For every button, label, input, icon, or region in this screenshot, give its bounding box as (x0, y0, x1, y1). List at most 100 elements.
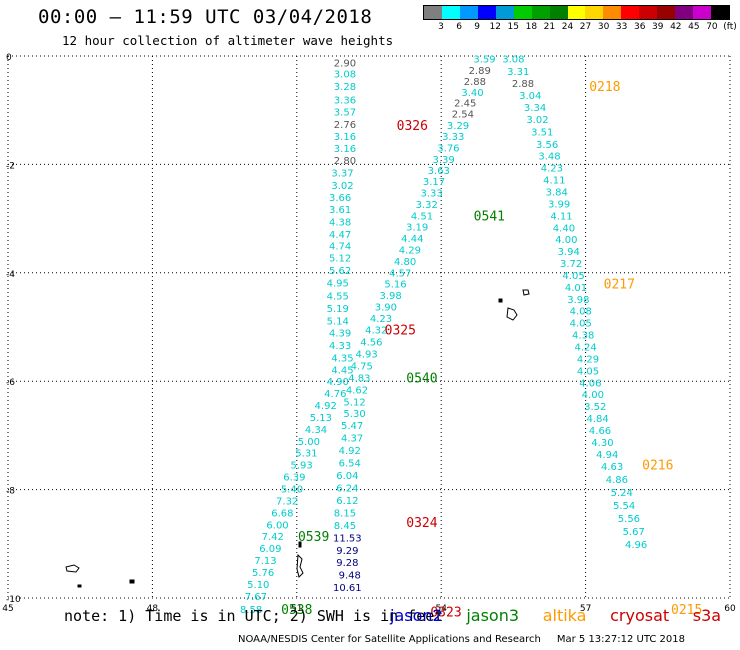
wave-height-value: 4.86 (606, 475, 628, 486)
wave-height-value: 4.40 (553, 223, 575, 234)
wave-height-value: 4.96 (625, 540, 647, 551)
wave-height-value: 4.29 (577, 354, 599, 365)
wave-height-value: 6.00 (266, 520, 288, 531)
wave-height-value: 4.01 (565, 283, 587, 294)
wave-height-value: 2.88 (464, 77, 486, 88)
wave-height-value: 4.33 (329, 341, 351, 352)
colorbar-tick-label: 70 (706, 22, 718, 32)
wave-height-value: 4.34 (305, 425, 327, 436)
wave-height-value: 5.19 (327, 304, 349, 315)
wave-height-value: 4.32 (365, 326, 387, 337)
wave-height-value: 7.13 (254, 556, 276, 567)
colorbar-tick-label: 45 (688, 22, 700, 32)
wave-height-value: 5.67 (623, 527, 645, 538)
colorbar-swatch (711, 6, 729, 19)
wave-height-value: 3.90 (375, 302, 397, 313)
wave-height-value: 5.30 (343, 409, 365, 420)
wave-height-value: 5.31 (295, 449, 317, 460)
wave-height-value: 3.29 (447, 121, 469, 132)
wave-height-value: 3.76 (437, 144, 459, 155)
wave-height-value: 4.05 (570, 319, 592, 330)
pass-time-label: 0541 (474, 209, 505, 224)
wave-height-value: 3.33 (442, 132, 464, 143)
wave-height-value: 6.39 (283, 473, 305, 484)
wave-height-value: 4.35 (331, 353, 353, 364)
land-outlines (65, 289, 530, 588)
wave-height-value: 6.09 (259, 544, 281, 555)
colorbar-swatch (513, 6, 532, 19)
wave-height-value: 3.16 (334, 144, 356, 155)
wave-height-value: 3.32 (416, 200, 438, 211)
wave-height-value: 5.12 (343, 397, 365, 408)
wave-height-value: 5.54 (613, 501, 635, 512)
wave-height-value: 4.05 (577, 366, 599, 377)
wave-height-value: 3.48 (538, 152, 560, 163)
wave-height-value: 2.90 (334, 59, 356, 70)
timestamp: Mar 5 13:27:12 UTC 2018 (556, 634, 685, 645)
wave-height-value: 11.53 (333, 533, 362, 544)
wave-height-value: 4.62 (346, 385, 368, 396)
x-tick-label: 45 (2, 604, 13, 614)
wave-height-value: 4.63 (601, 462, 623, 473)
wave-height-value: 2.54 (452, 109, 474, 120)
wave-height-value: 2.88 (512, 79, 534, 90)
satellite-legend: jason2 jason3 altika cryosat s3a (390, 606, 735, 625)
wave-height-value: 3.28 (334, 82, 356, 93)
colorbar-swatch (693, 6, 711, 19)
wave-height-value: 3.36 (334, 95, 356, 106)
colorbar-swatch (549, 6, 568, 19)
wave-height-value: 4.95 (327, 279, 349, 290)
wave-height-value: 3.52 (584, 402, 606, 413)
colorbar-tick-label: 6 (456, 22, 462, 32)
map-axes: 45 48 51 54 57 60 0 -2 -4 -6 -8 -10 (2, 53, 736, 614)
colorbar-swatch (424, 6, 442, 19)
colorbar-swatch (585, 6, 604, 19)
legend-jason3: jason3 (466, 606, 520, 625)
wave-height-value: 4.06 (579, 378, 601, 389)
wave-height-value: 3.94 (558, 247, 580, 258)
wave-height-value: 5.16 (384, 280, 406, 291)
wave-height-value: 4.11 (543, 176, 565, 187)
wave-height-value: 4.57 (389, 268, 411, 279)
colorbar-tick-label: 39 (652, 22, 664, 32)
wave-height-value: 3.02 (331, 181, 353, 192)
wave-height-value: 3.84 (546, 188, 568, 199)
wave-height-value: 3.31 (507, 67, 529, 78)
wave-height-value: 6.04 (336, 471, 358, 482)
wave-height-value: 3.99 (548, 199, 570, 210)
colorbar-swatch (621, 6, 640, 19)
colorbar-swatch (567, 6, 586, 19)
colorbar-swatch (495, 6, 514, 19)
wave-height-value: 4.75 (351, 361, 373, 372)
wave-height-value: 5.76 (252, 568, 274, 579)
wave-height-value: 8.58 (240, 605, 262, 616)
wave-height-value: 4.44 (401, 234, 423, 245)
colorbar-tick-label: 42 (670, 22, 682, 32)
pass-time-label: 0216 (642, 459, 673, 474)
colorbar-ticks: 3 6 9 12 15 18 21 24 27 30 33 36 39 42 45 70 (ft) (423, 22, 737, 36)
colorbar-swatch (603, 6, 622, 19)
wave-height-value: 4.38 (572, 331, 594, 342)
wave-height-value: 4.47 (329, 230, 351, 241)
wave-height-value: 7.67 (245, 592, 267, 603)
wave-height-value: 8.45 (334, 521, 356, 532)
wave-height-value: 9.28 (336, 558, 358, 569)
legend-cryosat: cryosat (610, 606, 670, 625)
wave-height-value: 4.83 (348, 373, 370, 384)
wave-height-value: 5.12 (329, 254, 351, 265)
colorbar-swatch (459, 6, 478, 19)
wave-height-value: 4.74 (329, 242, 351, 253)
map-subtitle: 12 hour collection of altimeter wave hei… (62, 33, 394, 48)
pass-time-label: 0218 (589, 80, 620, 95)
wave-height-value: 4.11 (550, 211, 572, 222)
wave-height-value: 4.23 (370, 314, 392, 325)
wave-height-value: 3.72 (560, 259, 582, 270)
pass-time-label: 0538 (281, 603, 312, 618)
island-outline (129, 579, 135, 584)
credit-line: NOAA/NESDIS Center for Satellite Applica… (238, 634, 685, 645)
island-outline (77, 584, 82, 588)
colorbar-swatch (441, 6, 460, 19)
colorbar-tick-label: 33 (615, 22, 628, 32)
colorbar-swatch (675, 6, 694, 19)
pass-time-label: 0325 (385, 324, 416, 339)
